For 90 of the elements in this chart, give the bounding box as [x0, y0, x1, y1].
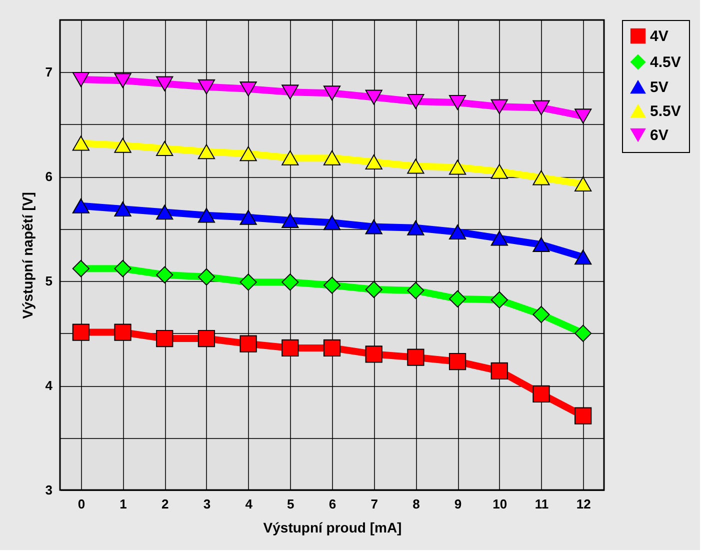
point	[282, 213, 299, 228]
point	[323, 215, 341, 230]
y-tick-label: 5	[45, 274, 52, 289]
point	[198, 268, 216, 286]
point	[448, 290, 466, 308]
point	[198, 208, 216, 223]
point	[114, 73, 132, 88]
point	[365, 90, 382, 105]
x-tick-label: 0	[78, 496, 86, 512]
point	[72, 72, 90, 88]
point	[156, 266, 174, 284]
x-tick-label: 5	[287, 496, 294, 512]
x-tick-label: 4	[245, 496, 254, 512]
point	[407, 282, 424, 300]
point	[365, 346, 382, 363]
point	[323, 339, 341, 357]
point	[156, 204, 174, 220]
point	[407, 348, 424, 366]
point	[323, 150, 341, 166]
point	[490, 291, 508, 308]
legend-label: 6V	[650, 127, 668, 144]
point	[490, 164, 508, 179]
legend-label: 5.5V	[650, 103, 681, 120]
point	[532, 170, 550, 186]
y-tick-label: 3	[45, 482, 52, 498]
point	[114, 202, 132, 217]
point	[114, 324, 132, 341]
x-tick-label: 12	[576, 496, 591, 512]
point	[407, 94, 424, 109]
point	[407, 158, 424, 174]
point	[240, 210, 257, 225]
point	[574, 176, 592, 192]
x-tick-label: 11	[534, 496, 549, 512]
point	[198, 144, 216, 160]
point	[282, 339, 299, 357]
point	[114, 260, 132, 278]
point	[365, 154, 382, 170]
legend-label: 5V	[650, 79, 668, 96]
x-tick-label: 2	[162, 496, 169, 512]
x-tick-label: 3	[203, 496, 211, 512]
y-tick-label: 6	[45, 169, 52, 184]
point	[448, 352, 466, 370]
point	[490, 99, 508, 114]
x-tick-label: 8	[412, 496, 420, 512]
point	[448, 160, 466, 175]
point	[240, 81, 257, 96]
point	[240, 335, 257, 352]
y-tick-label: 4	[45, 378, 54, 394]
point	[407, 220, 424, 236]
y-axis-title: Výstupní napětí [V]	[19, 192, 36, 319]
legend-label: 4.5V	[650, 54, 681, 71]
point	[448, 224, 466, 240]
point	[574, 108, 592, 124]
point	[156, 140, 174, 156]
point	[574, 324, 592, 342]
point	[365, 219, 382, 234]
point	[240, 146, 257, 162]
point	[72, 260, 90, 278]
x-tick-label: 7	[370, 496, 378, 512]
point	[490, 230, 508, 246]
x-tick-label: 9	[454, 496, 462, 512]
point	[532, 237, 550, 252]
point	[574, 407, 592, 424]
point	[282, 150, 299, 166]
point	[72, 324, 90, 341]
point	[156, 76, 174, 92]
x-tick-label: 1	[120, 496, 127, 512]
point	[574, 250, 592, 265]
y-tick-label: 7	[45, 64, 52, 80]
point	[323, 276, 341, 294]
point	[156, 330, 174, 348]
point	[72, 198, 90, 214]
point	[365, 280, 382, 298]
point	[282, 84, 299, 100]
point	[198, 330, 216, 348]
point	[532, 100, 550, 116]
point	[72, 136, 90, 151]
point	[532, 385, 550, 402]
x-axis-title: Výstupní proud [mA]	[263, 520, 402, 536]
x-tick-label: 10	[492, 496, 508, 512]
point	[448, 95, 466, 110]
point	[198, 79, 216, 94]
legend-label: 4V	[650, 28, 668, 45]
point	[114, 138, 132, 153]
point	[532, 306, 550, 324]
point	[282, 274, 299, 291]
x-tick-label: 6	[328, 496, 336, 512]
point	[490, 362, 508, 380]
point	[323, 86, 341, 101]
point	[240, 274, 257, 291]
